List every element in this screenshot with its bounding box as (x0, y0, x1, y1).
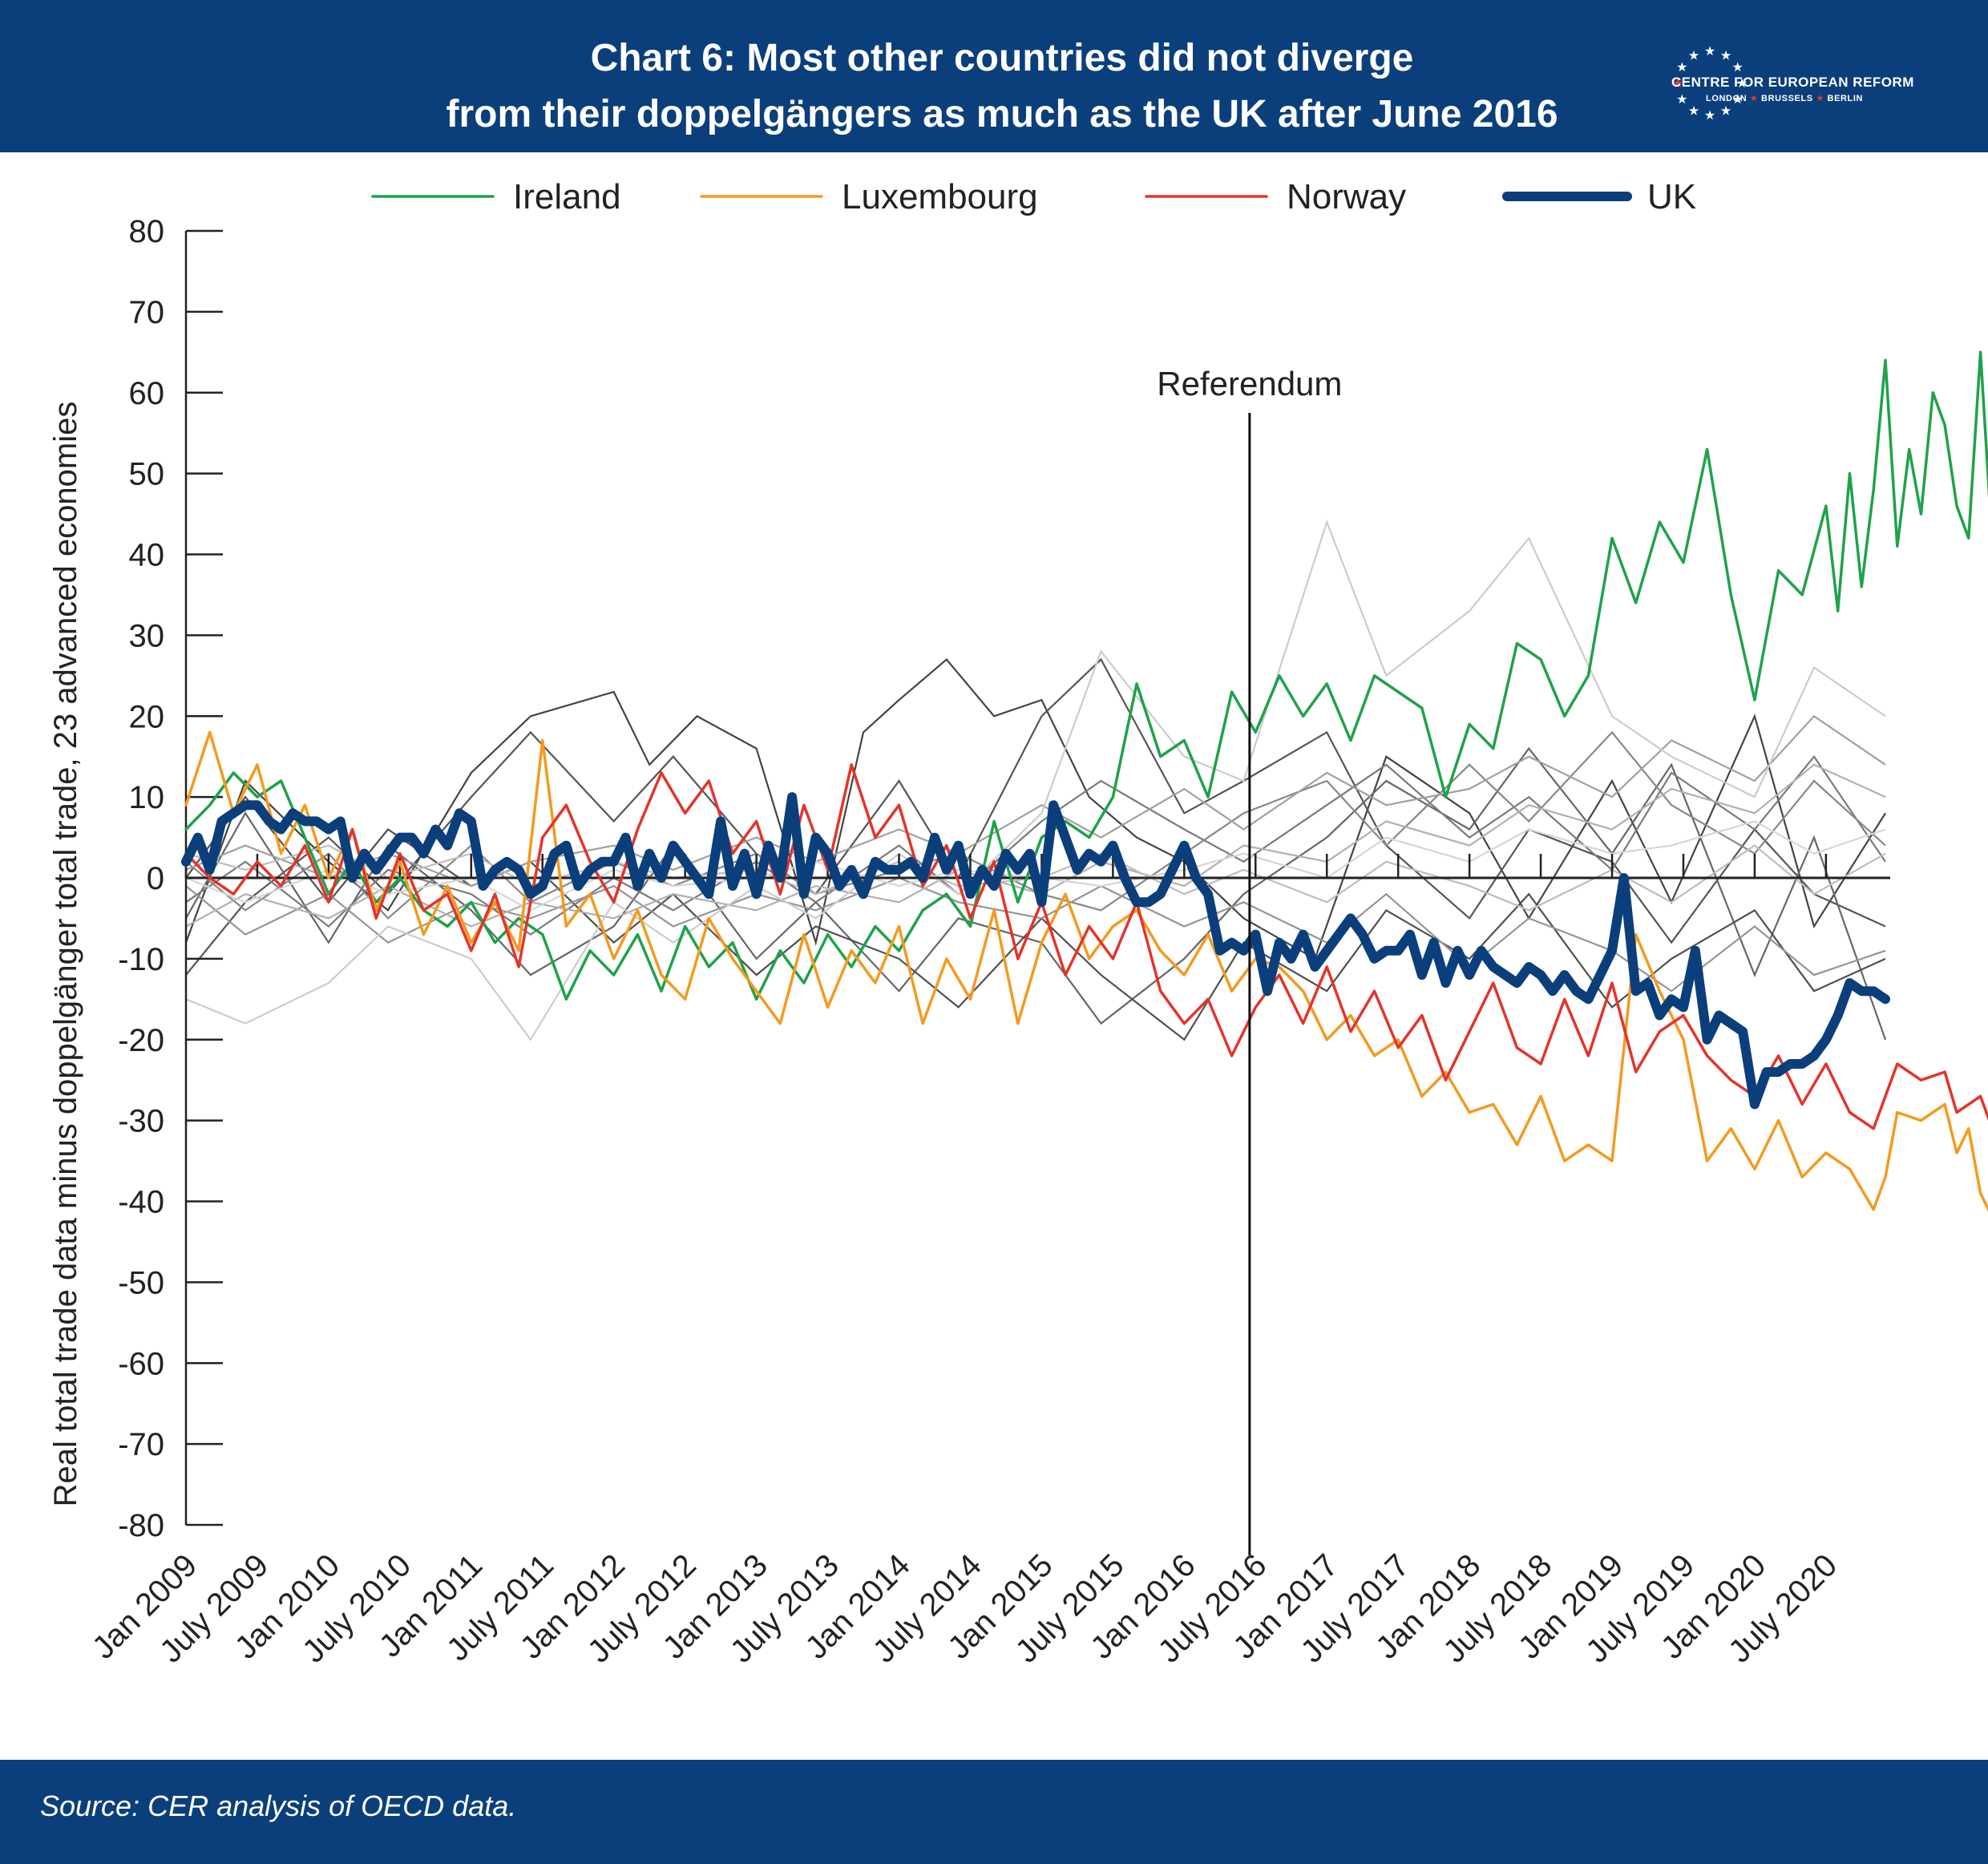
legend-label-luxembourg: Luxembourg (842, 177, 1038, 216)
logo-star: ★ (1676, 93, 1687, 107)
logo-name: CENTRE FOR EUROPEAN REFORM (1671, 75, 1914, 90)
y-tick-label: -40 (118, 1185, 164, 1220)
logo-star: ★ (1736, 77, 1748, 91)
y-tick-label: 10 (129, 780, 165, 815)
y-tick-label: -30 (118, 1104, 164, 1139)
logo-star: ★ (1731, 61, 1743, 75)
footer-bar (0, 1760, 1988, 1864)
logo-star: ★ (1720, 105, 1731, 119)
legend-label-uk: UK (1647, 177, 1696, 216)
y-tick-label: 40 (129, 538, 165, 573)
background-series-line (185, 714, 1886, 888)
y-tick-label: 0 (147, 861, 164, 896)
y-tick-label: -80 (118, 1508, 164, 1543)
logo-cities: LONDON ★ BRUSSELS ★ BERLIN (1706, 94, 1864, 103)
background-series-line (184, 658, 1886, 960)
series-line-norway (184, 763, 1988, 1130)
highlight-series-group (181, 350, 1988, 1212)
logo-star: ★ (1688, 105, 1699, 119)
y-tick-label: -60 (118, 1346, 164, 1381)
y-tick-label: -70 (118, 1427, 164, 1462)
logo-city-3: BERLIN (1827, 94, 1864, 103)
y-tick-label: 70 (129, 295, 165, 330)
logo-star: ★ (1688, 49, 1699, 63)
y-tick-label: -10 (118, 942, 164, 977)
legend-label-norway: Norway (1287, 177, 1406, 216)
series-line-uk (181, 792, 1890, 1110)
logo-star: ★ (1704, 45, 1715, 59)
y-tick-label: 80 (129, 214, 165, 249)
logo-city-2: BRUSSELS (1761, 94, 1813, 103)
line-chart: 80 70 60 50 40 30 20 10 0 -10 -20 -30 -40 -50 -60 -70 -8… (48, 177, 1988, 1669)
axes-group: 80 70 60 50 40 30 20 10 0 -10 -20 -30 -40 -50 -60 -70 -8… (86, 214, 1890, 1669)
logo-star: ★ (1704, 109, 1715, 123)
y-tick-label: 30 (129, 618, 165, 653)
title-line-1: Chart 6: Most other countries did not di… (590, 37, 1414, 79)
logo-star: ★ (1731, 93, 1743, 107)
header-bar: Chart 6: Most other countries did not di… (0, 0, 1988, 152)
series-line-ireland (184, 350, 1988, 1001)
y-axis-label: Real total trade data minus doppelgänger… (48, 402, 83, 1507)
annotation-group: Referendum (1157, 365, 1342, 1555)
y-tick-label: -20 (118, 1023, 164, 1058)
legend: Ireland Luxembourg Norway UK (371, 177, 1696, 216)
chart-title: Chart 6: Most other countries did not di… (208, 30, 1796, 143)
y-tick-label: 60 (129, 376, 165, 411)
logo-star: ★ (1676, 61, 1687, 75)
logo-city-1: LONDON (1706, 94, 1748, 103)
y-tick-label: -50 (118, 1265, 164, 1300)
logo-star: ★ (1720, 49, 1731, 63)
background-series-line (185, 519, 1886, 1041)
y-tick-label: 20 (129, 699, 165, 734)
source-note: Source: CER analysis of OECD data. (40, 1789, 517, 1822)
logo-star: ★ (1672, 77, 1683, 91)
referendum-label: Referendum (1157, 365, 1342, 402)
title-line-2: from their doppelgängers as much as the … (446, 93, 1558, 135)
y-tick-label: 50 (129, 457, 165, 492)
logo-stars-icon: ★ ★★★★★★★★★★★ (1672, 45, 1748, 123)
legend-label-ireland: Ireland (513, 177, 621, 216)
